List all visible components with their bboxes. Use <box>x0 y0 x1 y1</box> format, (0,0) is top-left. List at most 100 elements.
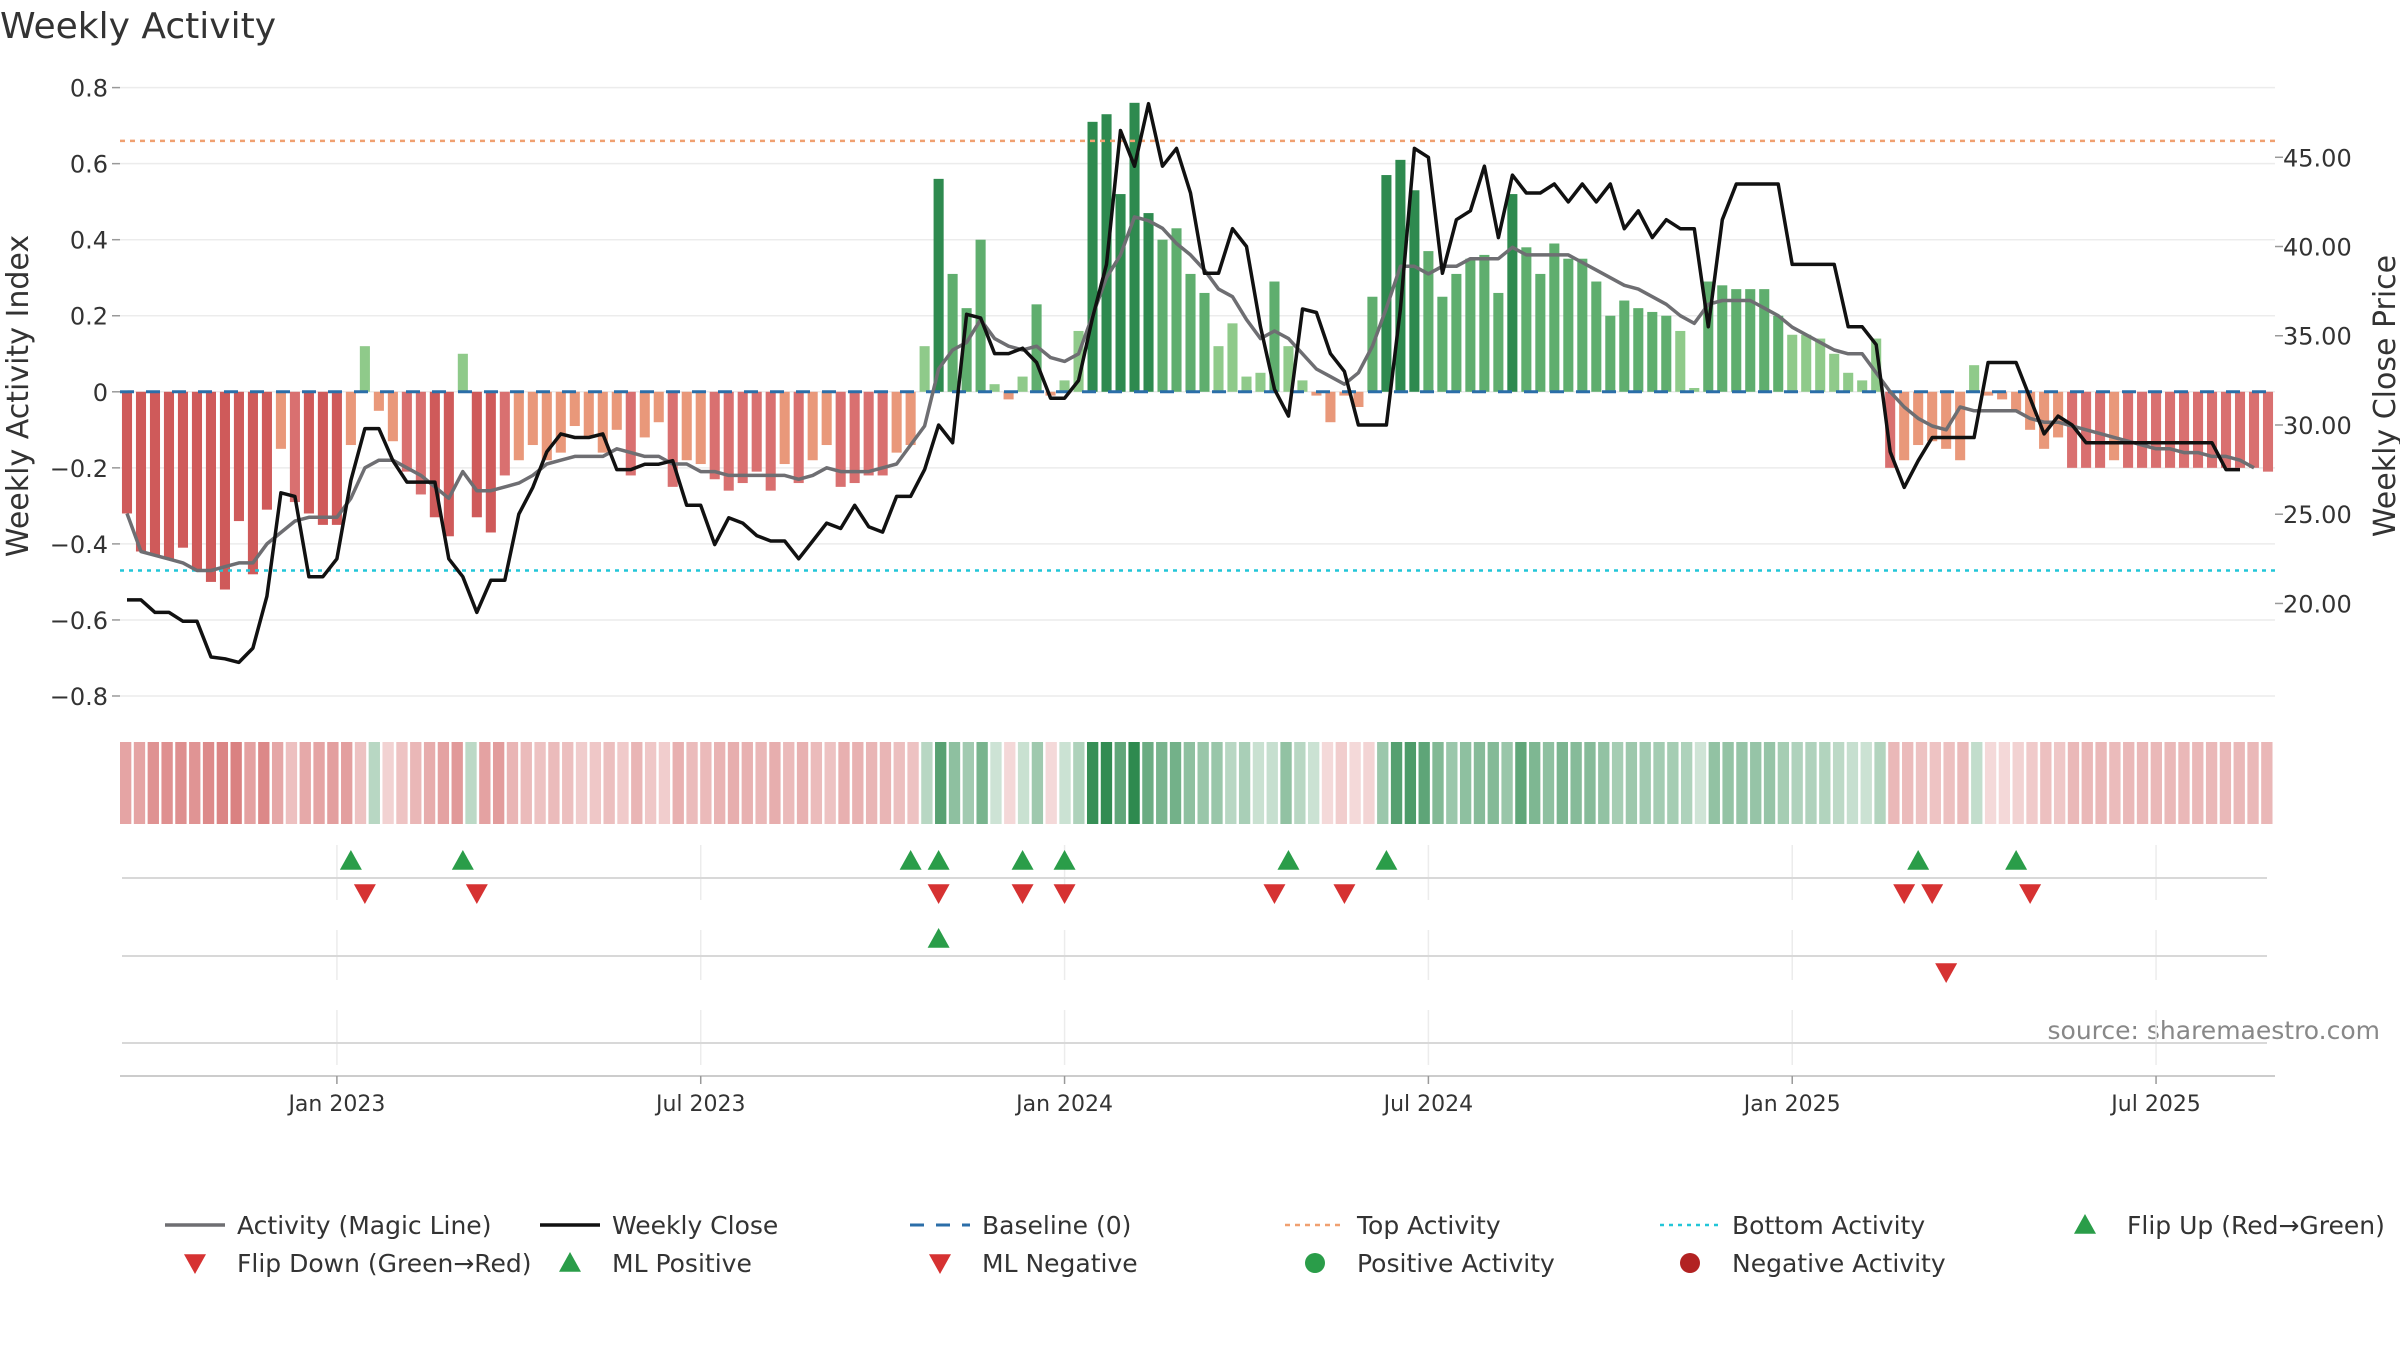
strip-cell <box>1529 742 1541 824</box>
y-axis-right-label: Weekly Close Price <box>2368 255 2400 537</box>
strip-cell <box>1446 742 1458 824</box>
activity-bar <box>1787 334 1798 392</box>
activity-bar <box>1409 190 1420 392</box>
strip-cell <box>1943 742 1955 824</box>
flip-down-marker <box>1921 884 1944 904</box>
activity-bar <box>121 391 133 514</box>
strip-cell <box>1169 742 1182 824</box>
strip-cell <box>230 742 242 824</box>
strip-cell <box>202 742 215 824</box>
activity-bar <box>723 391 734 491</box>
activity-bar <box>681 391 692 461</box>
activity-bar <box>1563 258 1574 392</box>
strip-cell <box>617 742 629 824</box>
strip-cell <box>1031 742 1044 824</box>
activity-bar <box>1829 353 1840 392</box>
activity-bar <box>863 391 874 476</box>
activity-bar <box>2011 391 2022 411</box>
activity-bar <box>2067 391 2078 468</box>
strip-cell <box>1059 742 1071 824</box>
activity-bar <box>765 391 776 491</box>
strip-cell <box>120 742 132 824</box>
strip-cell <box>1860 742 1872 824</box>
strip-cell <box>354 742 367 824</box>
legend-down-triangle-icon <box>184 1254 206 1274</box>
strip-cell <box>824 742 836 824</box>
legend-label: Weekly Close <box>612 1211 778 1240</box>
activity-bar <box>219 391 230 590</box>
strip-cell <box>368 742 380 824</box>
strip-cell <box>1915 742 1928 824</box>
flip-down-marker <box>927 884 950 904</box>
strip-cell <box>1763 742 1776 824</box>
activity-bar <box>989 384 1000 392</box>
y-left-tick-label: −0.4 <box>50 531 108 559</box>
activity-bar <box>1479 254 1490 392</box>
strip-cell <box>796 742 809 824</box>
strip-cell <box>976 742 988 824</box>
legend-up-triangle-icon <box>2074 1214 2096 1234</box>
flip-up-marker <box>899 850 922 870</box>
activity-bar <box>1157 239 1168 392</box>
activity-bar <box>2123 391 2134 468</box>
activity-bar <box>373 391 384 411</box>
strip-cell <box>1639 742 1651 824</box>
activity-bar <box>919 346 930 392</box>
activity-bar <box>2109 391 2120 461</box>
strip-cell <box>1542 742 1555 824</box>
strip-cell <box>879 742 892 824</box>
activity-bar <box>1689 387 1700 392</box>
strip-cell <box>1680 742 1693 824</box>
strip-cell <box>1598 742 1610 824</box>
strip-cell <box>1017 742 1030 824</box>
strip-cell <box>1832 742 1845 824</box>
activity-bar <box>639 391 650 438</box>
strip-cell <box>2247 742 2259 824</box>
strip-cell <box>589 742 602 824</box>
flip-down-marker <box>1263 884 1286 904</box>
activity-bar <box>569 391 580 427</box>
legend-label: Flip Up (Red→Green) <box>2127 1211 2385 1240</box>
strip-cell <box>1238 742 1251 824</box>
strip-cell <box>1004 742 1016 824</box>
activity-bar <box>261 391 272 510</box>
strip-cell <box>2205 742 2218 824</box>
activity-bar <box>947 273 958 392</box>
legend-negative-dot-icon <box>1680 1253 1700 1273</box>
x-tick-label: Jan 2024 <box>1014 1092 1113 1117</box>
strip-cell <box>1142 742 1154 824</box>
activity-bar <box>1423 251 1434 392</box>
strip-cell <box>575 742 588 824</box>
strip-cell <box>1308 742 1320 824</box>
strip-cell <box>506 742 519 824</box>
activity-bar <box>625 391 636 476</box>
strip-cell <box>161 742 173 824</box>
flip-up-marker <box>1907 850 1930 870</box>
flip-down-marker <box>353 884 376 904</box>
activity-bar <box>1871 338 1882 392</box>
activity-bar <box>709 391 720 480</box>
y-right-tick-label: 40.00 <box>2283 234 2352 262</box>
strip-cell <box>1225 742 1237 824</box>
strip-cell <box>1335 742 1347 824</box>
strip-cell <box>1377 742 1389 824</box>
activity-bar <box>471 391 482 518</box>
strip-cell <box>907 742 919 824</box>
activity-bar <box>1997 391 2008 400</box>
activity-bar <box>1955 391 1966 461</box>
activity-bar <box>527 391 538 446</box>
strip-cell <box>755 742 767 824</box>
strip-cell <box>189 742 201 824</box>
strip-cell <box>1100 742 1113 824</box>
strip-cell <box>548 742 560 824</box>
strip-cell <box>2261 742 2273 824</box>
strip-cell <box>534 742 546 824</box>
activity-bar <box>1465 258 1476 392</box>
activity-bar <box>2262 391 2274 472</box>
activity-bar <box>1801 334 1812 392</box>
strip-cell <box>1487 742 1499 824</box>
activity-bar <box>779 391 790 465</box>
x-tick-label: Jan 2025 <box>1742 1092 1841 1117</box>
activity-bar <box>415 391 426 495</box>
legend-item-mlpos: ML Positive <box>559 1249 752 1278</box>
